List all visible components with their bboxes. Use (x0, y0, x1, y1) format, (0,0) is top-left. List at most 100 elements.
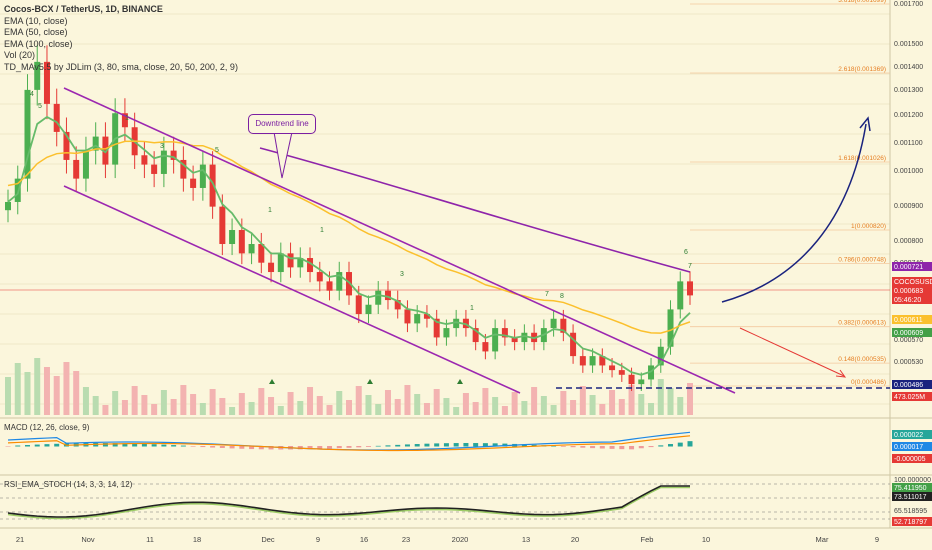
candle-body (336, 272, 343, 291)
candle-body (609, 365, 616, 371)
price-tick-label: 0.001400 (894, 64, 923, 71)
candle-body (570, 332, 577, 357)
macd-histogram-bar (122, 443, 128, 447)
alt-arrow (739, 327, 845, 377)
volume-bar (34, 358, 41, 415)
indicator-ema50[interactable]: EMA (50, close) (4, 27, 68, 37)
price-badge (892, 315, 932, 324)
volume-bar (453, 407, 460, 415)
candle-body (384, 290, 391, 301)
candle-body (102, 136, 109, 165)
volume-bar (238, 393, 245, 415)
indicator-td[interactable]: TD_MAv5.5 by JDLim (3, 80, sma, close, 2… (4, 61, 238, 72)
candle-body (326, 281, 333, 291)
price-tick-label: 0.001000 (894, 168, 923, 175)
candle-body (375, 290, 382, 305)
td-count-label: 1 (268, 207, 272, 214)
macd-histogram-bar (687, 441, 693, 447)
x-tick-label: Feb (641, 535, 654, 544)
chart-legend: Cocos-BCX / TetherUS, 1D, BINANCE EMA (1… (4, 4, 238, 73)
price-badge-label: 0.000609 (894, 330, 923, 337)
volume-bar (667, 388, 674, 415)
td-count-label: 4 (30, 91, 34, 98)
candle-body (287, 253, 294, 268)
macd-histogram-bar (668, 444, 674, 447)
candle-body (423, 314, 430, 319)
candle-body (453, 318, 460, 329)
candle-body (199, 164, 206, 188)
macd-histogram-bar (5, 446, 11, 447)
candle-body (180, 159, 187, 179)
macd-histogram-bar (658, 445, 664, 447)
price-tick-label: 0.000530 (894, 359, 923, 366)
volume-bar (414, 394, 421, 415)
macd-histogram-bar (102, 443, 108, 447)
td-count-label: 5 (38, 103, 42, 110)
macd-histogram-bar (249, 446, 255, 450)
candle-body (170, 150, 177, 160)
price-badge (892, 392, 932, 401)
price-badge (892, 277, 932, 286)
macd-histogram-bar (112, 443, 118, 447)
candle-body (258, 244, 265, 263)
price-tick-label: 0.001300 (894, 87, 923, 94)
volume-bar (287, 392, 294, 415)
candle-body (190, 178, 197, 188)
volume-bar (462, 393, 469, 415)
price-badge-label: 05:46:20 (894, 297, 921, 304)
candle-body (248, 244, 255, 254)
macd-histogram-bar (151, 444, 157, 447)
volume-bar (307, 387, 314, 415)
price-badge (892, 295, 932, 304)
volume-bar (92, 396, 99, 415)
indicator-volume[interactable]: Vol (20) (4, 50, 36, 60)
x-tick-label: Mar (816, 535, 829, 544)
macd-histogram-bar (638, 446, 644, 449)
projection-arrowhead (859, 116, 871, 132)
candle-body (657, 346, 664, 366)
volume-bar (599, 404, 606, 415)
candle-body (121, 113, 128, 128)
volume-bar (687, 383, 693, 415)
macd-histogram-bar (161, 444, 167, 447)
macd-histogram-bar (492, 443, 498, 447)
indicator-ema100[interactable]: EMA (100, close) (4, 38, 73, 49)
candle-body (628, 374, 635, 385)
downtrend-callout: Downtrend line (248, 114, 316, 134)
volume-bar (268, 397, 275, 415)
volume-bar (433, 389, 440, 415)
macd-histogram-bar (395, 444, 401, 447)
volume-bar (102, 405, 109, 415)
macd-histogram-bar (580, 446, 586, 448)
candle-body (73, 159, 80, 179)
fib-level-label: 0.382(0.000613) (838, 320, 886, 327)
volume-bar (326, 405, 333, 415)
candle-body (24, 89, 31, 179)
buy-signal-icon (457, 379, 463, 384)
volume-bar (160, 390, 167, 415)
indicator-ema10[interactable]: EMA (10, close) (4, 15, 68, 26)
macd-badge (892, 430, 932, 439)
macd-histogram-bar (180, 445, 186, 447)
macd-histogram-bar (619, 446, 625, 450)
macd-histogram-bar (599, 446, 605, 449)
candle-body (667, 309, 674, 347)
candle-body (589, 356, 596, 366)
candle-body (14, 178, 21, 202)
price-badge-label: 473.025M (894, 394, 925, 401)
volume-bar (151, 404, 158, 415)
volume-bar (258, 388, 265, 415)
candle-body (482, 342, 489, 352)
x-tick-label: 9 (875, 535, 879, 544)
macd-histogram-bar (141, 443, 147, 447)
macd-signal-line (7, 435, 691, 452)
volume-bar (677, 397, 684, 415)
candle-body (277, 253, 284, 273)
macd-histogram-bar (200, 446, 206, 448)
x-tick-label: Dec (261, 535, 275, 544)
candle-body (443, 328, 450, 338)
candle-body (355, 295, 362, 315)
macd-histogram-bar (453, 443, 459, 447)
macd-histogram-bar (560, 446, 566, 447)
